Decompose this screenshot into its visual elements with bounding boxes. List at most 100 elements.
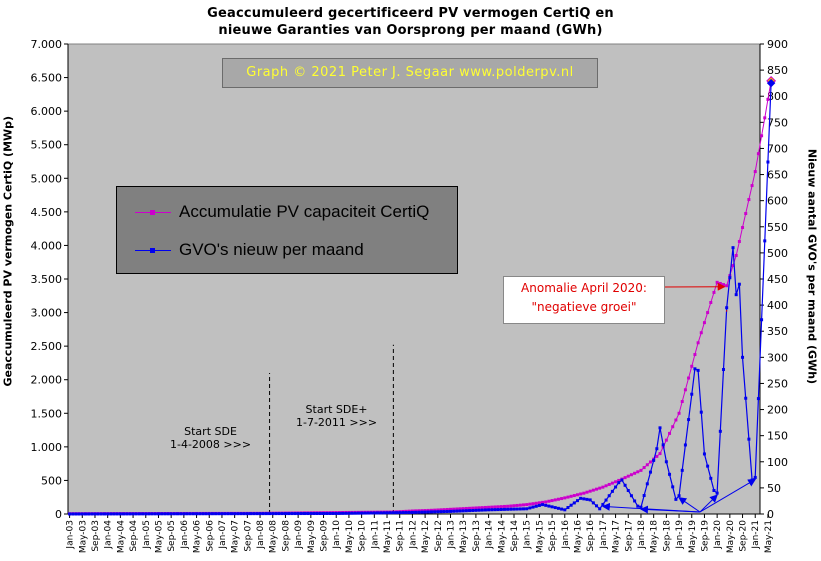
capacity-point	[741, 226, 745, 230]
gvo-point	[614, 485, 618, 489]
gvo-point	[239, 512, 243, 516]
capacity-point	[645, 463, 649, 467]
gvo-point	[302, 512, 306, 516]
gvo-point	[93, 512, 97, 516]
gvo-point	[325, 511, 329, 515]
gvo-point	[252, 512, 256, 516]
winter-low-arrow	[639, 505, 701, 514]
gvo-point	[191, 512, 195, 516]
gvo-point	[366, 511, 370, 515]
gvo-point	[268, 512, 272, 516]
chart-title-line2: nieuwe Garanties van Oorsprong per maand…	[218, 23, 603, 38]
gvo-point	[544, 503, 548, 507]
gvo-point	[147, 512, 151, 516]
y-axis-title-right: Nieuw aantal GVO's per maand (GWh)	[805, 148, 819, 385]
gvo-point	[439, 510, 443, 514]
x-tick-label: Jan-17	[599, 520, 609, 550]
annotation-sdeplus-line1: Start SDE+	[305, 403, 368, 416]
capacity-point	[417, 509, 421, 513]
gvo-point	[702, 452, 706, 456]
x-tick-label: May-18	[650, 520, 660, 553]
gvo-point	[436, 510, 440, 514]
gvo-point	[741, 355, 745, 359]
capacity-point	[617, 478, 621, 482]
capacity-point	[699, 331, 703, 335]
capacity-point	[429, 508, 433, 512]
gvo-point	[588, 498, 592, 502]
y-tick-label-left: 0	[55, 508, 62, 521]
gvo-point	[763, 239, 767, 243]
gvo-point	[137, 512, 141, 516]
capacity-point	[756, 152, 760, 156]
gvo-point	[306, 512, 310, 516]
y-tick-label-left: 1.500	[31, 407, 63, 420]
gvo-point	[347, 511, 351, 515]
gvo-point	[122, 512, 126, 516]
gvo-point	[112, 512, 116, 516]
y-axis-title-left: Geaccumuleerd PV vermogen CertiQ (MWp)	[1, 115, 15, 387]
x-tick-label: May-21	[764, 520, 774, 553]
gvo-point	[680, 468, 684, 472]
capacity-point	[702, 321, 706, 325]
y-tick-label-left: 2.500	[31, 340, 63, 353]
gvo-point	[575, 499, 579, 503]
capacity-point	[642, 466, 646, 470]
y-tick-label-left: 5.000	[31, 172, 63, 185]
gvo-point	[556, 506, 560, 510]
gvo-point	[141, 512, 145, 516]
gvo-point	[696, 368, 700, 372]
gvo-point	[71, 512, 75, 516]
gvo-point	[337, 511, 341, 515]
x-tick-label: Jan-07	[218, 520, 228, 550]
capacity-point	[706, 311, 710, 315]
y-tick-label-right: 900	[767, 38, 788, 51]
gvo-point	[169, 512, 173, 516]
gvo-point	[198, 512, 202, 516]
x-tick-label: Sep-18	[662, 520, 672, 552]
capacity-point	[566, 495, 570, 499]
capacity-point	[563, 496, 567, 500]
gvo-point	[207, 512, 211, 516]
x-tick-label: Sep-04	[129, 520, 139, 552]
x-tick-label: Sep-10	[358, 520, 368, 552]
gvo-point	[115, 512, 119, 516]
gvo-point	[229, 512, 233, 516]
y-tick-label-right: 250	[767, 377, 788, 390]
annotation-sde: Start SDE 1-4-2008 >>>	[170, 425, 251, 451]
capacity-point	[734, 254, 738, 257]
gvo-point	[429, 510, 433, 514]
capacity-point	[595, 487, 599, 491]
x-tick-label: Jan-05	[142, 520, 152, 550]
gvo-point	[388, 511, 392, 515]
capacity-point	[760, 134, 764, 138]
gvo-point	[236, 512, 240, 516]
y-tick-label-left: 3.000	[31, 307, 63, 320]
capacity-point	[585, 490, 589, 494]
gvo-point	[242, 512, 246, 516]
y-tick-label-right: 400	[767, 299, 788, 312]
gvo-point	[620, 478, 624, 482]
gvo-point	[747, 437, 751, 441]
gvo-point	[706, 464, 710, 468]
x-tick-label: Jan-18	[637, 520, 647, 550]
gvo-point	[398, 511, 402, 515]
gvo-point	[633, 499, 637, 503]
gvo-point	[280, 512, 284, 516]
capacity-point	[633, 471, 637, 475]
capacity-point	[696, 341, 700, 345]
y-tick-label-left: 500	[41, 474, 62, 487]
capacity-point	[712, 290, 716, 294]
gvo-point	[683, 443, 687, 447]
gvo-point	[721, 368, 725, 372]
x-tick-label: May-03	[78, 520, 88, 553]
capacity-point	[626, 474, 630, 478]
gvo-point	[417, 510, 421, 514]
capacity-point	[436, 508, 440, 512]
gvo-point	[636, 504, 640, 508]
gvo-point	[728, 276, 732, 280]
capacity-point	[747, 198, 751, 202]
gvo-point	[249, 512, 253, 516]
capacity-point	[763, 116, 767, 120]
capacity-point	[423, 509, 427, 513]
annotation-anomaly: Anomalie April 2020: "negatieve groei"	[503, 276, 665, 324]
